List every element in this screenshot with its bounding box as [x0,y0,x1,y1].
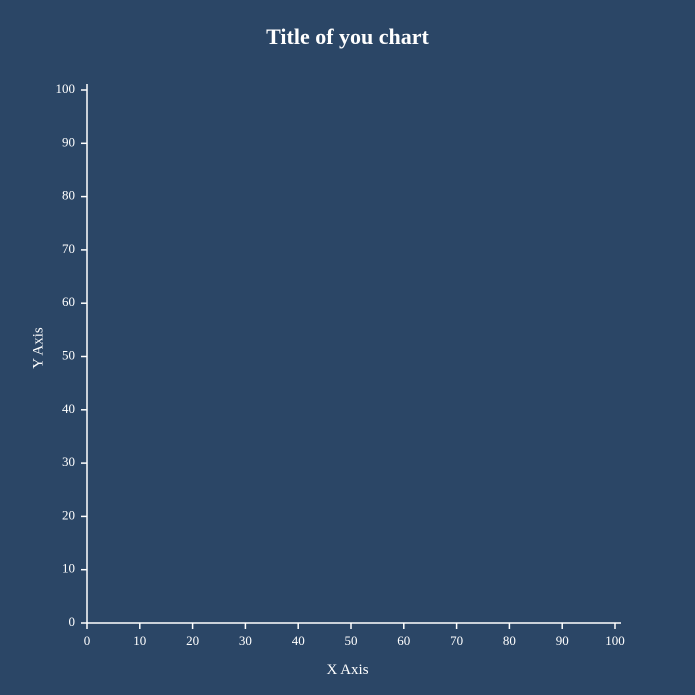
x-tick-label: 40 [292,633,305,648]
x-tick-label: 20 [186,633,199,648]
x-tick-label: 100 [605,633,625,648]
x-tick-label: 10 [133,633,146,648]
y-tick-label: 10 [62,561,75,576]
x-tick-label: 90 [556,633,569,648]
chart-svg: 0 10 20 30 40 50 60 70 80 90 100 0 10 20 30 40 50 60 70 80 9… [0,0,695,695]
y-tick-label: 80 [62,188,75,203]
x-tick-label: 0 [84,633,91,648]
y-tick-label: 90 [62,134,75,149]
x-tick-label: 60 [397,633,410,648]
x-tick-label: 50 [345,633,358,648]
x-tick-label: 30 [239,633,252,648]
y-tick-label: 100 [56,81,76,96]
chart-container: Title of you chart Y Axis X Axis 0102030… [0,0,695,695]
y-tick-label: 0 [69,614,76,629]
y-tick-label: 30 [62,454,75,469]
x-tick-label: 70 [450,633,463,648]
x-tick-label: 80 [503,633,516,648]
y-tick-label: 40 [62,401,75,416]
y-tick-label: 50 [62,347,75,362]
y-tick-label: 20 [62,507,75,522]
y-tick-label: 70 [62,241,75,256]
y-tick-label: 60 [62,294,75,309]
